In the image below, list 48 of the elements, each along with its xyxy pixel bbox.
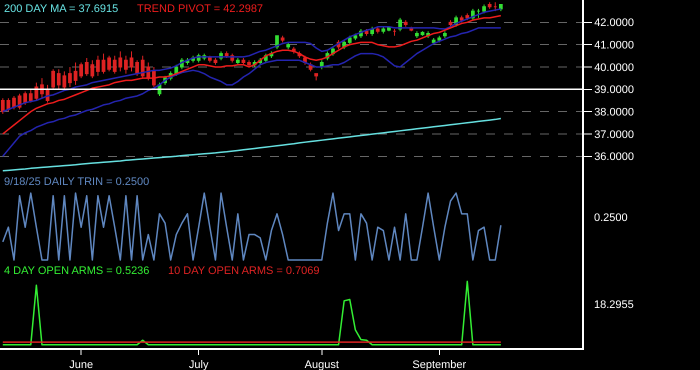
candlestick bbox=[51, 68, 56, 90]
y-tick-label: 39.0000 bbox=[594, 84, 634, 96]
candlestick bbox=[84, 58, 89, 76]
y-tick-label: 37.0000 bbox=[594, 128, 634, 141]
y-tick-label: 38.0000 bbox=[594, 106, 634, 118]
candlestick bbox=[152, 66, 156, 88]
candlestick bbox=[476, 8, 480, 18]
candlestick bbox=[56, 68, 61, 90]
candlestick bbox=[376, 26, 380, 34]
candlestick bbox=[314, 73, 318, 81]
candlestick bbox=[236, 58, 240, 66]
candlestick bbox=[112, 55, 117, 74]
y-tick-label: 42.0000 bbox=[594, 17, 634, 30]
candlestick bbox=[107, 55, 111, 72]
candlestick bbox=[381, 26, 386, 34]
candlestick bbox=[28, 88, 33, 104]
text: 0.2500 bbox=[594, 212, 628, 224]
candlestick bbox=[286, 42, 290, 50]
candlestick bbox=[493, 2, 498, 12]
text: 18.2955 bbox=[594, 299, 634, 311]
candlestick bbox=[482, 4, 486, 14]
y-tick-label: 40.0000 bbox=[594, 62, 634, 74]
line-series bbox=[2, 27, 502, 158]
candlestick bbox=[214, 58, 218, 66]
candlestick bbox=[118, 50, 122, 72]
candlestick bbox=[0, 98, 5, 114]
candlestick bbox=[79, 62, 84, 79]
text: TREND PIVOT = 42.2987 bbox=[137, 3, 264, 15]
candlestick bbox=[90, 60, 94, 79]
text: 10 DAY OPEN ARMS = 0.7069 bbox=[168, 265, 320, 277]
candlestick bbox=[488, 2, 492, 10]
text: 4 DAY OPEN ARMS = 0.5236 bbox=[4, 265, 150, 277]
candlestick bbox=[404, 20, 408, 28]
candlestick bbox=[392, 28, 396, 36]
candlestick bbox=[364, 28, 368, 36]
line-series bbox=[2, 118, 502, 172]
y-tick-label: 41.0000 bbox=[594, 40, 634, 52]
candlestick bbox=[62, 70, 66, 90]
candlestick bbox=[280, 35, 284, 43]
series-label: 9/18/25 DAILY TRIN = 0.2500 bbox=[4, 176, 150, 188]
candlestick bbox=[443, 30, 447, 38]
candlestick bbox=[387, 26, 391, 32]
x-tick-label: June bbox=[69, 359, 94, 370]
y-tick-label: 36.0000 bbox=[594, 151, 634, 164]
line-series bbox=[2, 14, 502, 135]
candlestick bbox=[208, 55, 212, 63]
text: 200 DAY MA = 37.6915 bbox=[4, 3, 118, 15]
candlestick bbox=[448, 20, 452, 28]
